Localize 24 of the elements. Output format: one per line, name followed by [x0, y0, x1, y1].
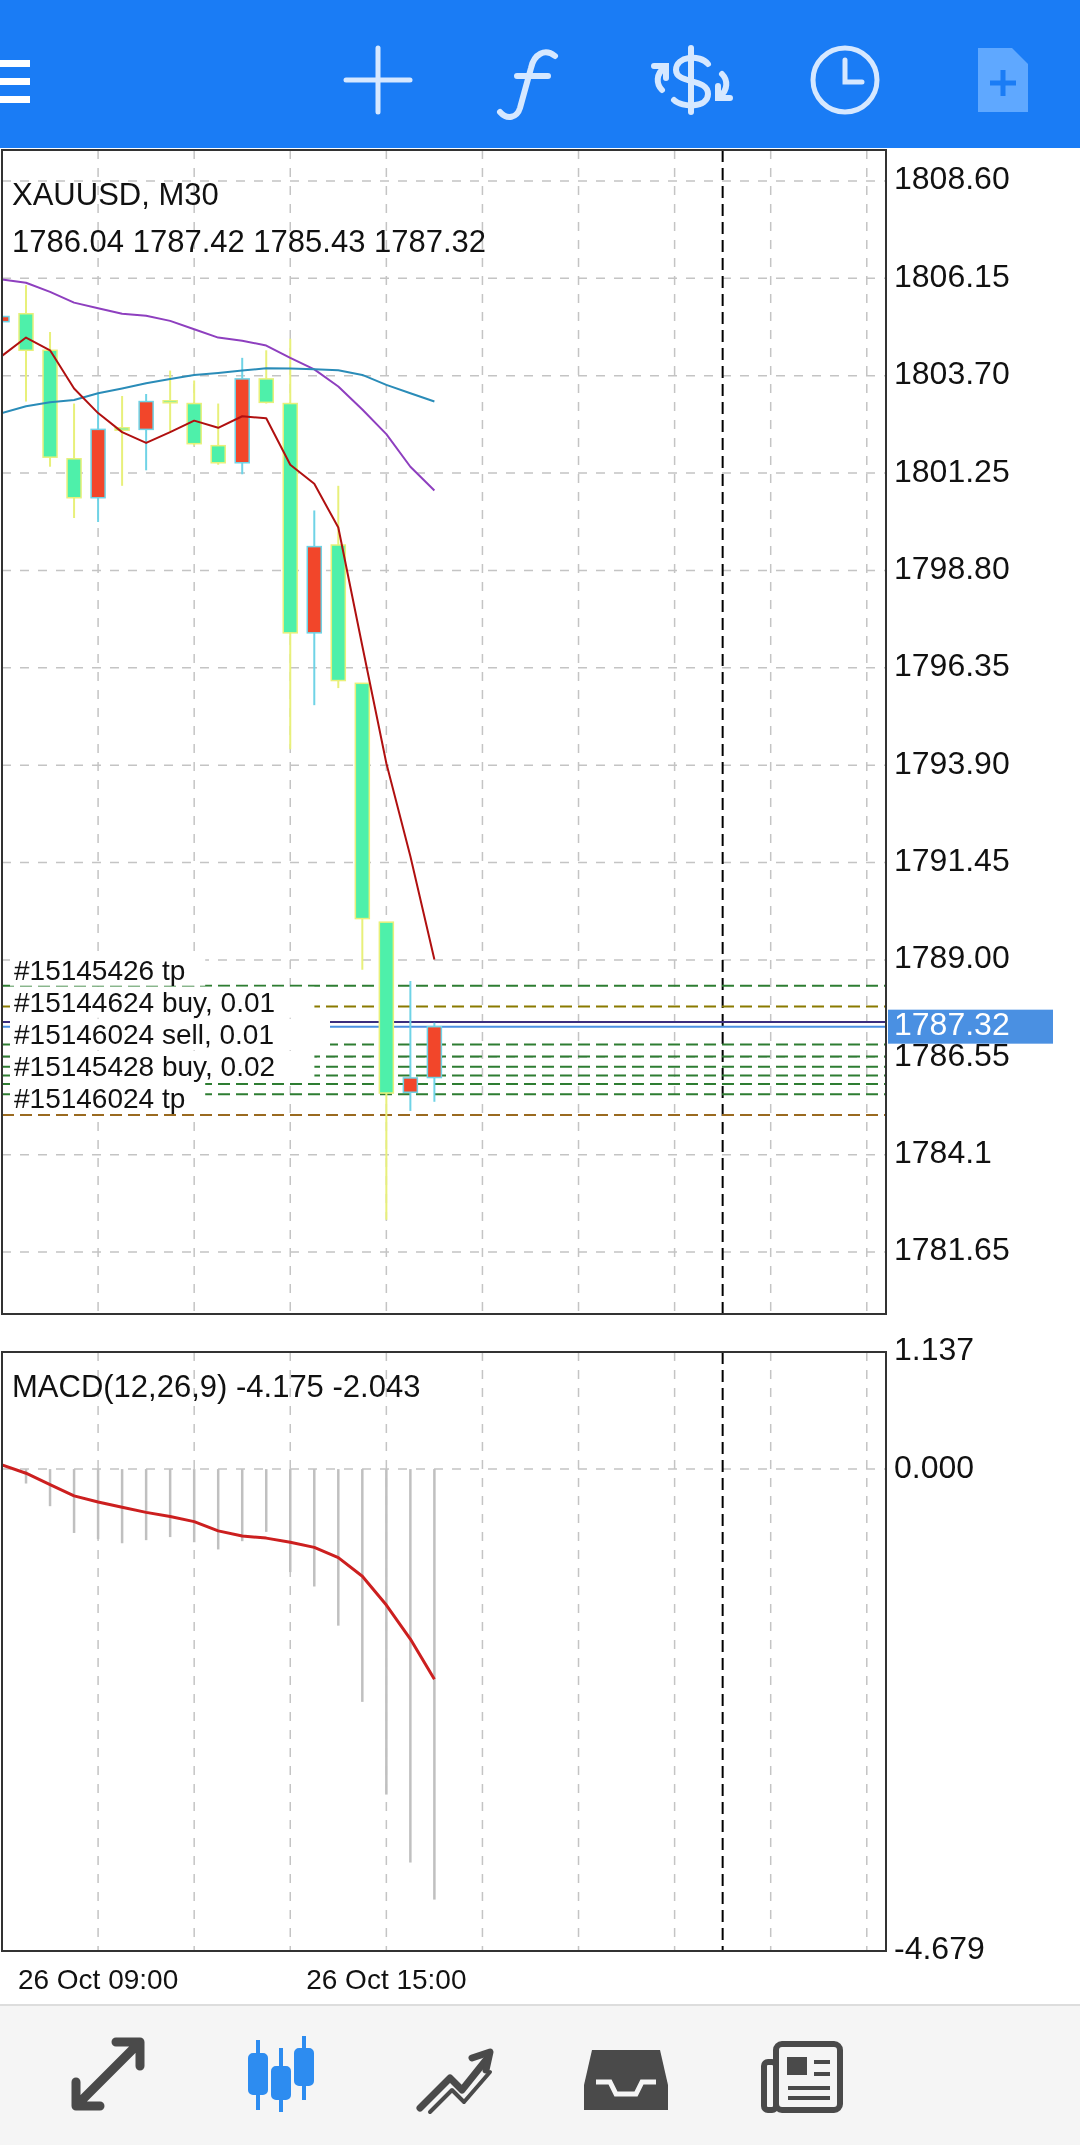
y-tick-label: 1798.80 — [894, 549, 1010, 586]
y-tick-label: 1.137 — [894, 1331, 975, 1368]
y-tick-label: 1806.15 — [894, 257, 1010, 294]
ref-line-label: #15144624 buy, 0.01 — [14, 986, 276, 1018]
x-tick-label: 26 Oct 09:00 — [17, 1964, 179, 1995]
y-tick-label: 1803.70 — [894, 355, 1010, 392]
y-tick-label: -4.679 — [894, 1930, 985, 1967]
text: MACD(12,26,9) -4.175 -2.043 — [12, 1369, 421, 1404]
ref-line-label: #15146024 tp — [14, 1082, 186, 1114]
y-tick-label: 1793.90 — [894, 744, 1010, 781]
text: 1786.04 1787.42 1785.43 1787.32 — [12, 224, 487, 259]
text: XAUUSD, M30 — [12, 177, 219, 212]
y-tick-label: 1796.35 — [894, 647, 1010, 684]
y-tick-label: 1781.65 — [894, 1231, 1010, 1268]
y-tick-label: 1808.60 — [894, 160, 1010, 197]
ref-line-label: #15145426 tp — [14, 954, 186, 986]
y-tick-label: 0.000 — [894, 1448, 975, 1485]
y-tick-label: 1789.00 — [894, 939, 1010, 976]
x-tick-label: 26 Oct 15:00 — [306, 1964, 467, 1995]
ref-line-label: #15146024 sell, 0.01 — [14, 1018, 274, 1050]
y-tick-label: 1791.45 — [894, 842, 1010, 878]
y-tick-label: 1784.1 — [894, 1134, 992, 1171]
y-tick-label: 1801.25 — [894, 452, 1010, 489]
ref-line-label: #15145428 buy, 0.02 — [14, 1050, 276, 1082]
